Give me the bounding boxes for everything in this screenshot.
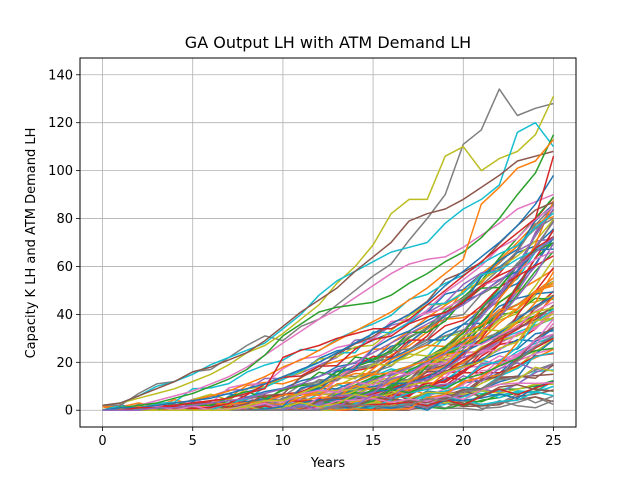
series-group [102,88,555,411]
y-axis-label: Capacity K LH and ATM Demand LH [24,128,39,359]
x-tick-label: 15 [365,434,382,449]
y-tick-label: 100 [48,164,73,179]
y-tick-label: 0 [65,404,73,419]
series-line-4 [102,150,554,407]
y-tick-label: 60 [56,260,73,275]
y-tick-label: 140 [48,68,73,83]
series-line-8 [102,175,555,411]
series-line-5 [102,193,554,411]
x-tick-label: 0 [98,434,106,449]
series-line-10 [102,237,554,411]
series-line-background [102,306,554,411]
series-lines [102,88,555,411]
ticks: 0 5 10 15 20 25 0 20 40 60 80 100 120 140 [48,68,562,449]
y-tick-label: 120 [48,116,73,131]
y-tick-label: 20 [56,356,73,371]
x-tick-label: 25 [545,434,562,449]
plot-frame [79,57,577,428]
y-tick-label: 40 [56,308,73,323]
series-line-6 [102,134,555,411]
chart-title: GA Output LH with ATM Demand LH [185,33,471,52]
x-axis-label: Years [310,456,346,471]
x-tick-label: 10 [275,434,292,449]
y-tick-label: 80 [56,212,73,227]
x-tick-label: 20 [455,434,472,449]
series-line-9 [102,155,555,411]
x-tick-label: 5 [189,434,197,449]
